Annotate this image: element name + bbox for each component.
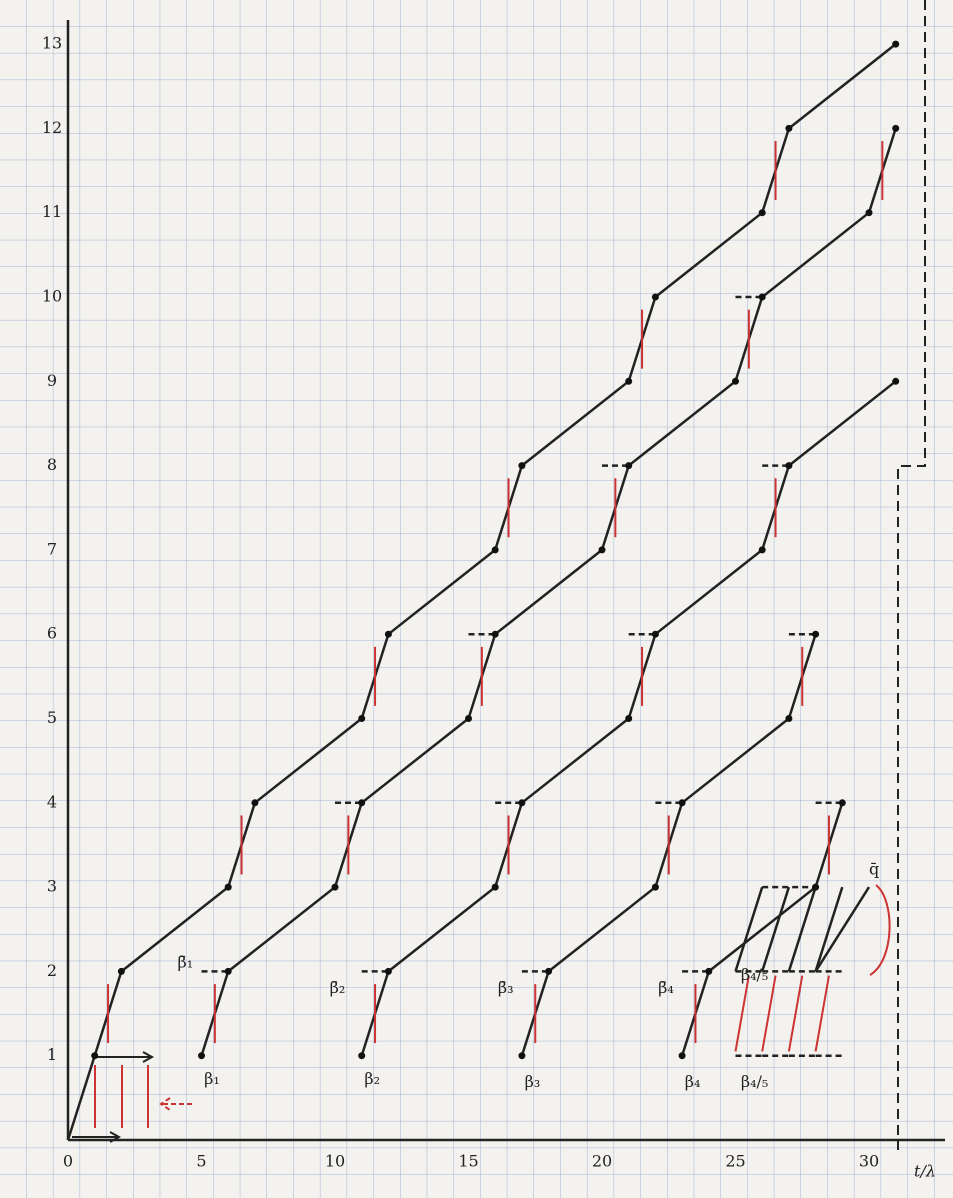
node: [358, 715, 365, 722]
node: [652, 294, 659, 301]
y-tick-label: 8: [47, 455, 57, 474]
node: [892, 378, 899, 385]
node-label: β₄/₅: [741, 1072, 768, 1091]
node: [492, 546, 499, 553]
node: [785, 462, 792, 469]
y-tick-label: 9: [47, 371, 57, 390]
grid: [0, 0, 953, 1198]
node-label: β₄: [685, 1072, 701, 1091]
node: [652, 884, 659, 891]
node: [358, 799, 365, 806]
node: [518, 799, 525, 806]
node: [892, 41, 899, 48]
node: [759, 546, 766, 553]
y-tick-label: 13: [42, 34, 62, 53]
x-tick-label: 15: [458, 1152, 478, 1171]
node: [759, 209, 766, 216]
node: [492, 631, 499, 638]
node: [732, 378, 739, 385]
node: [679, 799, 686, 806]
node-label: β₄/₅: [741, 965, 768, 984]
node-label: β̄₃: [498, 978, 514, 997]
y-tick-label: 1: [47, 1045, 57, 1064]
node: [358, 1052, 365, 1059]
node: [625, 462, 632, 469]
node: [545, 968, 552, 975]
node: [465, 715, 472, 722]
node: [518, 1052, 525, 1059]
graph-paper: 051015202530t/λ12345678910111213β̄₁β₁β̄₂…: [0, 0, 953, 1198]
x-tick-label: 20: [592, 1152, 612, 1171]
node: [385, 631, 392, 638]
node: [91, 1052, 98, 1059]
node: [198, 1052, 205, 1059]
node: [518, 462, 525, 469]
node: [812, 884, 819, 891]
node: [866, 209, 873, 216]
node-label: β̄₁: [177, 952, 193, 971]
y-tick-label: 4: [47, 792, 57, 811]
node: [759, 294, 766, 301]
node: [118, 968, 125, 975]
y-tick-label: 5: [47, 708, 57, 727]
node-label: q̄: [869, 860, 879, 879]
node: [332, 884, 339, 891]
y-tick-label: 7: [47, 539, 57, 558]
node: [625, 715, 632, 722]
node: [225, 884, 232, 891]
node: [679, 1052, 686, 1059]
y-tick-label: 2: [47, 961, 57, 980]
node: [652, 631, 659, 638]
node: [492, 884, 499, 891]
node: [625, 378, 632, 385]
x-tick-label: 0: [63, 1152, 73, 1171]
node: [812, 631, 819, 638]
y-tick-label: 6: [47, 624, 57, 643]
x-tick-label: 25: [725, 1152, 745, 1171]
node-label: β₂: [364, 1069, 380, 1088]
y-tick-label: 10: [42, 287, 62, 306]
node: [892, 125, 899, 132]
node: [385, 968, 392, 975]
node: [785, 125, 792, 132]
x-tick-label: 30: [859, 1152, 879, 1171]
x-tick-label: 10: [325, 1152, 345, 1171]
page: 051015202530t/λ12345678910111213β̄₁β₁β̄₂…: [0, 0, 953, 1198]
node-label: β₁: [204, 1069, 220, 1088]
node-label: β̄₂: [330, 978, 346, 997]
node: [839, 799, 846, 806]
x-axis-label: t/λ: [914, 1162, 936, 1181]
y-tick-label: 11: [42, 202, 62, 221]
y-tick-label: 3: [47, 877, 57, 896]
node-label: β₃: [525, 1072, 541, 1091]
node: [785, 715, 792, 722]
node-label: β̄₄: [658, 978, 674, 997]
x-tick-label: 5: [196, 1152, 206, 1171]
node: [225, 968, 232, 975]
node: [705, 968, 712, 975]
node: [251, 799, 258, 806]
node: [599, 546, 606, 553]
y-tick-label: 12: [42, 118, 62, 137]
